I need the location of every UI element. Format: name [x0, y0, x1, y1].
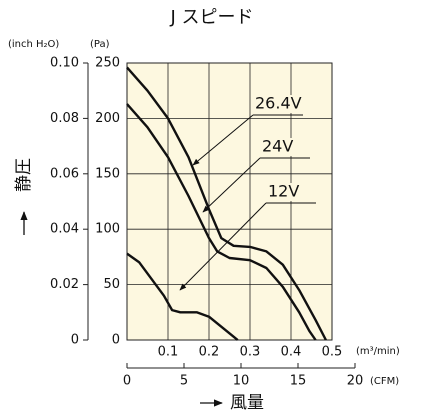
- series-label: 12V: [268, 182, 299, 201]
- y2-tick-label: 0.10: [50, 56, 79, 71]
- y2-tick-label: 0.02: [50, 277, 79, 292]
- y2-unit: (inch H₂O): [8, 39, 59, 50]
- y-tick-label: 150: [95, 166, 120, 181]
- label-arrow: [192, 114, 254, 166]
- x2-tick-label: 15: [290, 374, 307, 389]
- x-tick-label: 0.1: [158, 345, 179, 360]
- y-axis-label: 静圧: [14, 158, 34, 192]
- y2-tick-label: 0.04: [50, 222, 79, 237]
- series-line: [126, 103, 317, 341]
- x2-tick-label: 5: [180, 374, 188, 389]
- y2-tick-label: 0.06: [50, 166, 79, 181]
- label-bg: [253, 95, 305, 113]
- label-bg: [266, 183, 318, 201]
- y-unit: (Pa): [90, 39, 110, 50]
- series-line: [126, 66, 327, 341]
- x2-tick-label: 0: [123, 374, 131, 389]
- y-tick-label: 50: [103, 277, 120, 292]
- x-tick-label: 0.3: [240, 345, 261, 360]
- x2-tick-label: 20: [347, 374, 364, 389]
- x-tick-label: 0.2: [199, 345, 220, 360]
- plot-border: [126, 62, 333, 341]
- label-arrow: [179, 202, 267, 291]
- y-tick-label: 250: [95, 56, 120, 71]
- y-tick-label: 0: [112, 333, 120, 348]
- y-tick-label: 200: [95, 111, 120, 126]
- y2-tick-label: 0: [71, 333, 79, 348]
- x-axis-label: 風量: [230, 393, 264, 413]
- x-tick-label: 0.5: [322, 345, 343, 360]
- chart-title: J スピード: [169, 7, 253, 28]
- y2-tick-label: 0.08: [50, 111, 79, 126]
- series-label: 26.4V: [255, 94, 302, 113]
- x-tick-label: 0.4: [281, 345, 302, 360]
- y-tick-label: 100: [95, 222, 120, 237]
- label-arrow: [202, 157, 261, 213]
- x2-tick-label: 10: [233, 374, 250, 389]
- series-label: 24V: [262, 137, 293, 156]
- label-bg: [260, 138, 312, 156]
- series-line: [126, 252, 239, 341]
- x-unit: (m³/min): [356, 346, 400, 357]
- x2-unit: (CFM): [370, 376, 399, 387]
